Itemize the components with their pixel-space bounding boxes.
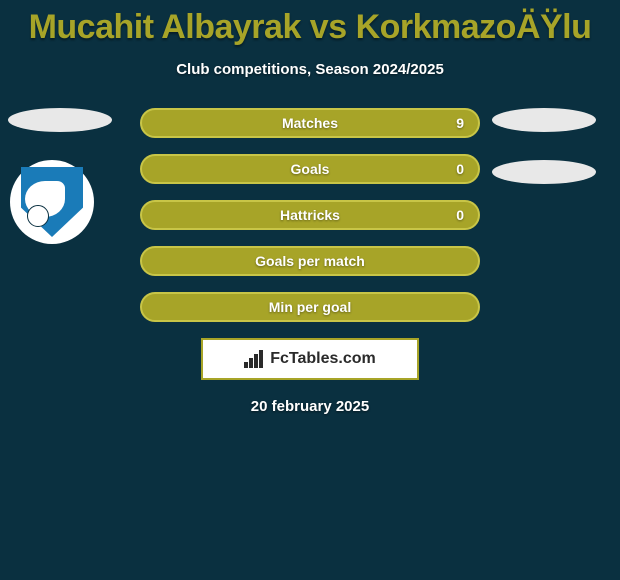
- club-badge-left: [10, 160, 94, 244]
- stat-label: Hattricks: [280, 207, 340, 223]
- stat-value: 9: [456, 115, 464, 131]
- player-oval-right-1: [492, 108, 596, 132]
- ball-icon: [27, 205, 49, 227]
- right-player-column: [492, 108, 612, 212]
- stat-value: 0: [456, 161, 464, 177]
- stat-row-goals: Goals 0: [140, 154, 480, 184]
- stat-row-hattricks: Hattricks 0: [140, 200, 480, 230]
- branding-text: FcTables.com: [270, 350, 376, 368]
- stat-row-goals-per-match: Goals per match: [140, 246, 480, 276]
- stat-label: Matches: [282, 115, 338, 131]
- player-oval-left: [8, 108, 112, 132]
- stat-label: Goals: [291, 161, 330, 177]
- stat-label: Min per goal: [269, 299, 351, 315]
- chart-icon: [244, 350, 264, 368]
- branding-box[interactable]: FcTables.com: [201, 338, 419, 380]
- left-player-column: [8, 108, 128, 244]
- stat-row-min-per-goal: Min per goal: [140, 292, 480, 322]
- stat-value: 0: [456, 207, 464, 223]
- stats-table: Matches 9 Goals 0 Hattricks 0 Goals per …: [140, 108, 480, 322]
- stat-row-matches: Matches 9: [140, 108, 480, 138]
- page-title: Mucahit Albayrak vs KorkmazoÄŸlu: [0, 0, 620, 47]
- comparison-area: Matches 9 Goals 0 Hattricks 0 Goals per …: [0, 108, 620, 415]
- stat-label: Goals per match: [255, 253, 365, 269]
- page-subtitle: Club competitions, Season 2024/2025: [0, 61, 620, 78]
- player-oval-right-2: [492, 160, 596, 184]
- footer-date: 20 february 2025: [0, 398, 620, 415]
